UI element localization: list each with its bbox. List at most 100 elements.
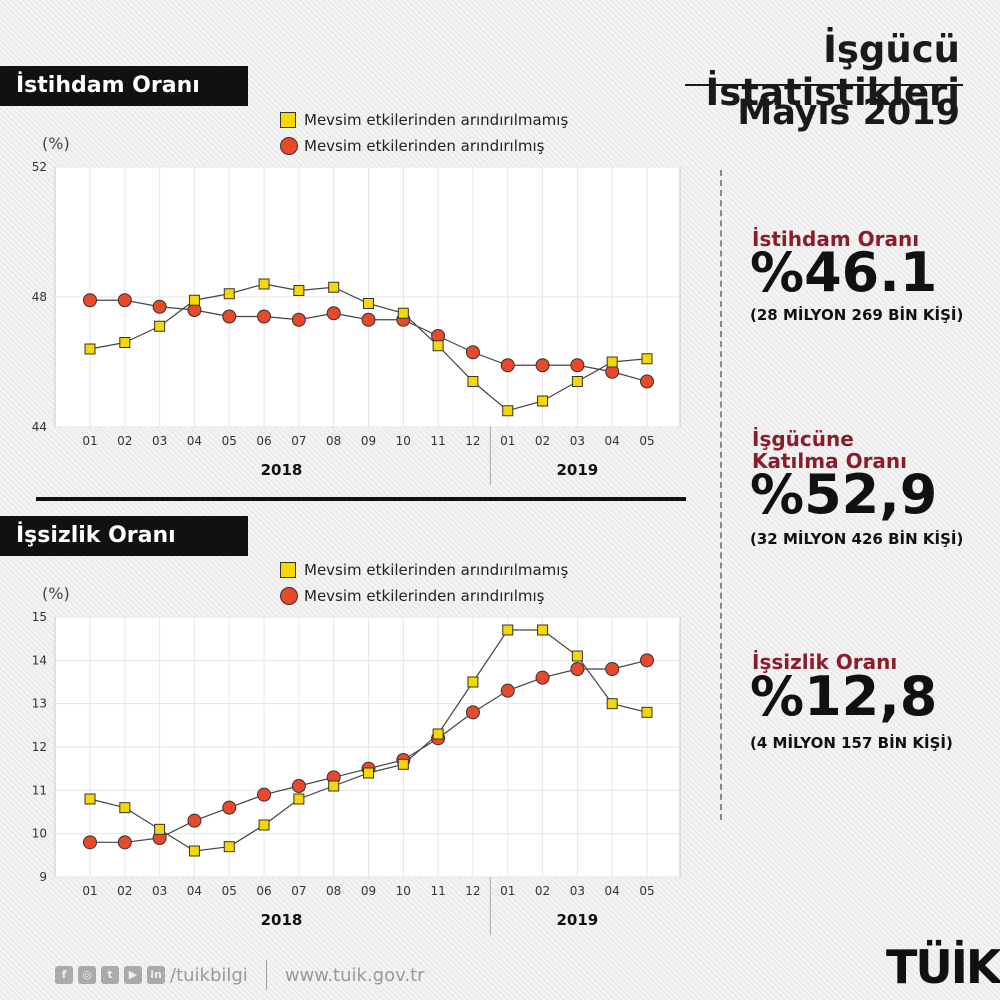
data-point-circle [152,299,167,314]
data-point-square [571,376,583,387]
data-point-circle [570,358,585,373]
x-tick-label: 11 [430,884,445,898]
facebook-icon[interactable]: f [55,966,73,984]
data-point-square [328,780,340,792]
stat-unemployment-value: %12,8 [750,665,938,728]
employment-legend-unadjusted: Mevsim etkilerinden arındırılmamış [280,108,568,132]
data-point-circle [500,358,515,373]
x-tick-label: 08 [326,884,341,898]
data-point-square [467,676,479,688]
y-tick-label: 15 [32,610,47,624]
data-point-square [641,706,653,718]
square-marker-icon [280,112,296,128]
y-tick-label: 52 [32,160,47,174]
circle-marker-icon [280,137,298,155]
stat-employment-value: %46.1 [750,241,938,304]
y-tick-label: 14 [32,653,47,667]
circle-marker-icon [280,587,298,605]
data-point-square [363,298,374,309]
y-tick-label: 9 [39,870,47,884]
data-point-circle [465,345,480,360]
data-point-circle [291,312,306,327]
section-divider [36,497,686,501]
data-point-square [223,841,235,853]
data-point-circle [257,787,272,802]
x-tick-label: 05 [222,884,237,898]
data-point-circle [222,309,237,324]
unemployment-section-title: İşsizlik Oranı [0,516,248,556]
employment-section-title: İstihdam Oranı [0,66,248,106]
data-point-square [328,281,340,293]
data-point-square [502,405,514,417]
x-tick-label: 02 [117,434,132,448]
youtube-icon[interactable]: ▶ [124,966,142,984]
tuik-logo: TÜİK [886,940,1000,994]
x-tick-label: 11 [430,434,445,448]
data-point-square [537,395,549,407]
data-point-circle [257,309,272,324]
legend-label: Mevsim etkilerinden arındırılmamış [304,111,569,129]
y-tick-label: 44 [32,420,47,434]
x-tick-label: 12 [465,434,480,448]
data-point-square [84,343,96,355]
website-link[interactable]: www.tuik.gov.tr [284,964,425,986]
data-point-square [467,376,479,387]
x-tick-label: 01 [82,884,97,898]
x-tick-label: 04 [605,434,620,448]
data-point-square [188,845,200,857]
stat-participation-count: (32 MİLYON 426 BİN KİŞİ) [750,530,964,548]
stat-unemployment-label: İşsizlik Oranı [752,650,898,674]
data-point-square [363,767,374,779]
data-point-square [258,819,270,831]
data-point-square [293,793,305,805]
social-handle[interactable]: /tuikbilgi [170,964,248,986]
data-point-square [432,728,444,740]
data-point-circle [570,662,585,676]
stat-participation-label-line2: Katılma Oranı [752,449,908,473]
stat-unemployment-count: (4 MİLYON 157 BİN KİŞİ) [750,734,953,752]
x-tick-label: 03 [570,434,585,448]
data-point-square [641,353,653,365]
twitter-icon[interactable]: t [101,966,119,984]
x-tick-label: 05 [639,434,654,448]
data-point-circle [640,374,654,389]
data-point-circle [535,670,550,685]
x-tick-label: 03 [570,884,585,898]
data-point-square [293,285,305,296]
data-point-square [84,793,96,805]
x-tick-label: 04 [187,434,202,448]
data-point-square [397,307,409,319]
stat-employment-count: (28 MİLYON 269 BİN KİŞİ) [750,306,964,324]
x-tick-label: 01 [500,884,515,898]
y-tick-label: 12 [32,740,47,754]
data-point-square [397,758,409,770]
x-tick-label: 08 [326,434,341,448]
stat-employment-label: İstihdam Oranı [752,227,920,251]
data-point-circle [640,653,654,668]
title-divider [685,84,963,86]
data-point-circle [83,293,97,308]
data-point-square [119,337,131,348]
instagram-icon[interactable]: ◎ [78,966,96,984]
legend-label: Mevsim etkilerinden arındırılmış [304,137,545,155]
x-tick-label: 09 [361,434,376,448]
year-label: 2018 [261,461,303,479]
data-point-circle [535,358,550,373]
x-tick-label: 06 [256,434,271,448]
data-point-square [154,823,166,835]
x-tick-label: 02 [535,434,550,448]
data-point-circle [465,705,480,720]
data-point-circle [187,813,202,828]
legend-label: Mevsim etkilerinden arındırılmış [304,587,545,605]
year-label: 2019 [557,461,599,479]
linkedin-icon[interactable]: in [147,966,165,984]
data-point-circle [117,293,132,308]
x-tick-label: 01 [82,434,97,448]
footer-separator [265,960,267,990]
data-point-circle [605,662,620,676]
data-point-circle [83,835,97,850]
y-tick-label: 10 [32,827,47,841]
data-point-circle [361,312,376,327]
dashed-separator [720,170,722,820]
data-point-square [119,802,131,814]
